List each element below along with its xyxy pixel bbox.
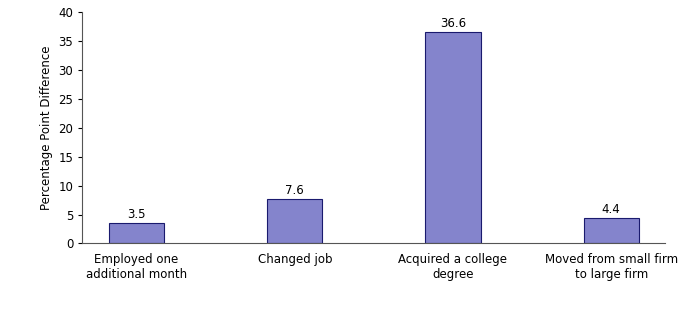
Bar xyxy=(267,199,322,243)
Text: 7.6: 7.6 xyxy=(285,184,304,197)
Y-axis label: Percentage Point Difference: Percentage Point Difference xyxy=(40,46,53,210)
Text: 3.5: 3.5 xyxy=(128,208,145,221)
Bar xyxy=(584,218,639,243)
Text: 4.4: 4.4 xyxy=(602,203,621,216)
Bar xyxy=(425,32,481,243)
Bar xyxy=(109,223,164,243)
Text: 36.6: 36.6 xyxy=(440,17,466,30)
